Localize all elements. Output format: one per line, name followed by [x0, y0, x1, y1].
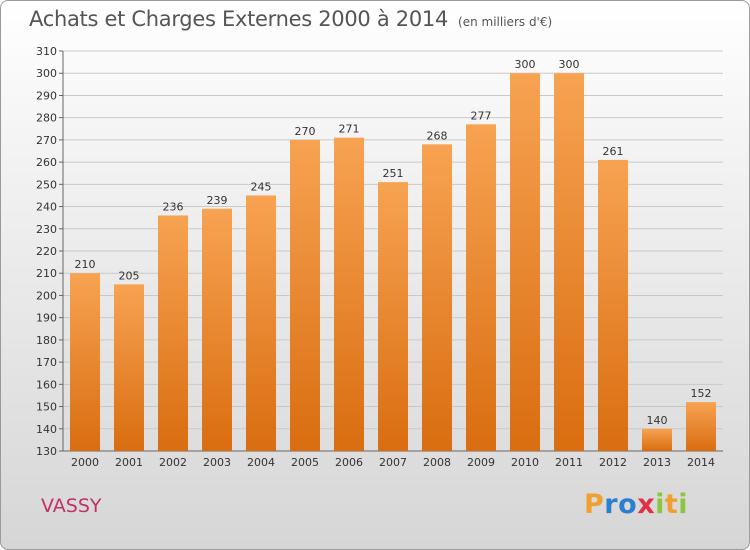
logo-letter: i: [655, 489, 665, 520]
y-tick-label: 240: [36, 201, 57, 214]
bar-2000: [70, 273, 100, 451]
logo-letter: t: [664, 489, 679, 520]
y-tick-label: 310: [36, 45, 57, 58]
value-label-2011: 300: [559, 58, 580, 71]
y-tick-label: 200: [36, 289, 57, 302]
value-label-2008: 268: [427, 129, 448, 142]
value-label-2003: 239: [207, 194, 228, 207]
bar-2005: [290, 139, 320, 451]
value-label-2014: 152: [691, 387, 712, 400]
logo-letter: i: [678, 489, 689, 520]
logo-letter: r: [604, 489, 619, 520]
logo-letter: P: [584, 489, 605, 520]
x-tick-label-2013: 2013: [643, 456, 671, 469]
x-tick-label-2009: 2009: [467, 456, 495, 469]
x-tick-label-2014: 2014: [687, 456, 715, 469]
y-tick-label: 140: [36, 423, 57, 436]
x-tick-label-2003: 2003: [203, 456, 231, 469]
value-label-2013: 140: [647, 414, 668, 427]
y-tick-label: 260: [36, 156, 57, 169]
bar-2004: [246, 195, 276, 451]
y-tick-label: 220: [36, 245, 57, 258]
y-tick-label: 170: [36, 356, 57, 369]
value-label-2006: 271: [339, 123, 360, 136]
value-label-2010: 300: [515, 58, 536, 71]
x-tick-label-2004: 2004: [247, 456, 275, 469]
chart-title: Achats et Charges Externes 2000 à 2014 (e…: [29, 7, 552, 31]
bar-2008: [422, 144, 452, 452]
x-tick-label-2006: 2006: [335, 456, 363, 469]
x-tick-label-2012: 2012: [599, 456, 627, 469]
bar-2011: [554, 73, 584, 451]
y-tick-label: 250: [36, 178, 57, 191]
value-label-2009: 277: [471, 109, 492, 122]
y-tick-label: 300: [36, 67, 57, 80]
chart-unit: (en milliers d'€): [458, 15, 553, 29]
proxiti-logo: Proxiti: [584, 489, 688, 520]
x-tick-label-2002: 2002: [159, 456, 187, 469]
value-label-2005: 270: [295, 125, 316, 138]
bar-2009: [466, 124, 496, 451]
value-label-2000: 210: [75, 258, 96, 271]
value-label-2001: 205: [119, 269, 140, 282]
x-tick-label-2011: 2011: [555, 456, 583, 469]
value-label-2007: 251: [383, 167, 404, 180]
y-tick-label: 160: [36, 378, 57, 391]
y-tick-label: 210: [36, 267, 57, 280]
y-tick-label: 230: [36, 223, 57, 236]
x-tick-label-2001: 2001: [115, 456, 143, 469]
y-tick-label: 280: [36, 112, 57, 125]
bar-2007: [378, 182, 408, 451]
bar-2006: [334, 137, 364, 451]
x-tick-label-2007: 2007: [379, 456, 407, 469]
bar-2010: [510, 73, 540, 451]
bar-2013: [642, 428, 672, 451]
bar-2003: [202, 208, 232, 451]
value-label-2002: 236: [163, 200, 184, 213]
bar-2012: [598, 159, 628, 451]
bar-2002: [158, 215, 188, 451]
y-tick-label: 190: [36, 312, 57, 325]
value-label-2004: 245: [251, 180, 272, 193]
y-tick-label: 270: [36, 134, 57, 147]
y-tick-label: 290: [36, 89, 57, 102]
commune-name: VASSY: [41, 495, 102, 517]
y-tick-label: 150: [36, 401, 57, 414]
y-tick-label: 130: [36, 445, 57, 458]
chart-title-text: Achats et Charges Externes 2000 à 2014: [29, 7, 449, 31]
y-tick-label: 180: [36, 334, 57, 347]
bar-2014: [686, 402, 716, 451]
x-tick-label-2010: 2010: [511, 456, 539, 469]
x-tick-label-2000: 2000: [71, 456, 99, 469]
logo-letter: o: [618, 489, 638, 520]
logo-letter: x: [637, 489, 656, 520]
x-tick-label-2008: 2008: [423, 456, 451, 469]
value-label-2012: 261: [603, 145, 624, 158]
x-tick-label-2005: 2005: [291, 456, 319, 469]
bar-2001: [114, 284, 144, 451]
